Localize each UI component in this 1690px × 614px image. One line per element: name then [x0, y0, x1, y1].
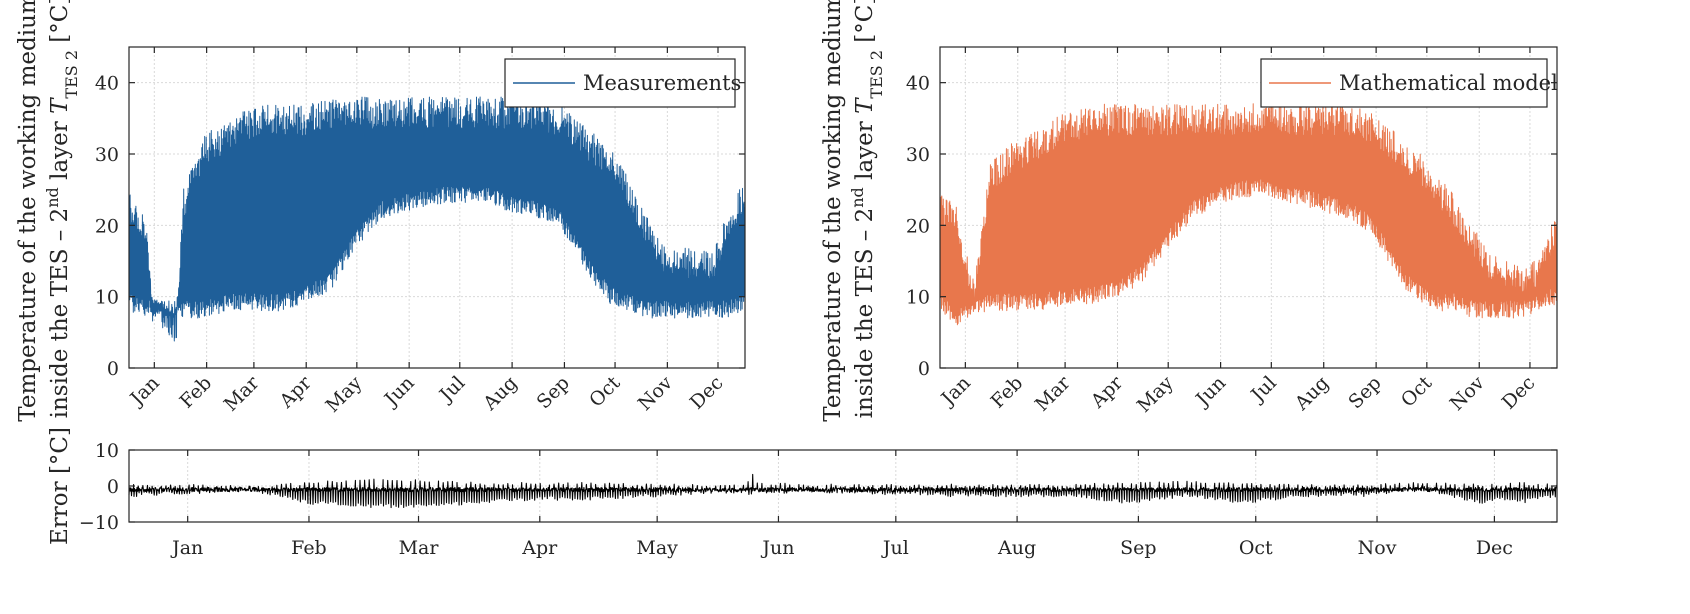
x-tick-label: Oct	[1397, 372, 1437, 412]
y-tick-label: 10	[95, 287, 119, 309]
x-tick-label: Aug	[478, 372, 521, 415]
measurements-ylabel-line2: inside the TES – 2nd layer TTES 2 [°C]	[43, 0, 81, 418]
x-tick-label: Aug	[1290, 372, 1333, 415]
x-tick-label: Apr	[275, 371, 317, 413]
x-tick-label: Dec	[1498, 372, 1540, 414]
x-tick-label: Oct	[1239, 537, 1273, 559]
x-tick-label: Sep	[1344, 372, 1385, 413]
x-tick-label: Jan	[125, 372, 164, 411]
error-ylabel: Error [°C]	[47, 427, 73, 545]
x-tick-label: May	[1133, 372, 1178, 417]
y-tick-label: 10	[95, 440, 119, 462]
model-y-axis-label: Temperature of the working medium inside…	[820, 0, 886, 422]
measurements-series-area	[128, 96, 746, 342]
y-tick-label: −10	[79, 512, 119, 534]
y-tick-label: 20	[906, 215, 930, 237]
x-tick-label: Aug	[997, 537, 1036, 559]
x-tick-label: Feb	[987, 372, 1028, 413]
x-tick-label: Mar	[399, 537, 440, 559]
x-tick-label: Nov	[1358, 537, 1397, 559]
y-tick-label: 20	[95, 215, 119, 237]
x-tick-label: Jul	[881, 537, 909, 559]
measurements-legend: Measurements	[504, 58, 741, 108]
x-tick-label: Mar	[1031, 371, 1075, 415]
x-tick-label: Sep	[1120, 537, 1156, 559]
error-series-area	[128, 473, 1558, 509]
x-tick-label: Oct	[585, 372, 625, 412]
y-tick-label: 10	[906, 287, 930, 309]
x-tick-label: Jan	[170, 537, 203, 559]
model-series-area	[939, 98, 1558, 326]
x-tick-label: Jun	[1190, 372, 1230, 412]
x-tick-label: Sep	[533, 372, 574, 413]
x-tick-label: Apr	[521, 537, 558, 559]
measurements-series-line	[128, 96, 746, 342]
y-tick-label: 30	[906, 144, 930, 166]
x-tick-label: Feb	[175, 372, 216, 413]
x-tick-label: Apr	[1086, 371, 1128, 413]
x-tick-label: May	[321, 372, 366, 417]
x-tick-label: Jul	[1246, 372, 1281, 407]
x-tick-label: Dec	[1476, 537, 1513, 559]
legend-entry-measurements: Measurements	[583, 71, 741, 95]
model-series-line	[939, 98, 1558, 326]
y-tick-label: 40	[95, 73, 119, 95]
x-tick-label: Jun	[379, 372, 419, 412]
measurements-panel: Jan Feb Mar Apr May Jun Jul Aug Sep Oct Nov Dec 0 10 2…	[15, 0, 746, 422]
y-tick-label: 0	[107, 358, 119, 380]
model-plot-frame	[939, 46, 1558, 369]
x-tick-label: Dec	[686, 372, 728, 414]
measurements-plot-frame	[128, 46, 746, 369]
model-panel: Jan Feb Mar Apr May Jun Jul Aug Sep Oct Nov Dec 0 10 2…	[820, 0, 1558, 422]
error-series-line	[128, 473, 1558, 509]
legend-entry-model: Mathematical model	[1339, 71, 1558, 95]
measurements-y-axis-label: Temperature of the working medium inside…	[15, 0, 81, 422]
x-tick-label: May	[636, 537, 678, 559]
x-tick-label: Jan	[936, 372, 975, 411]
y-tick-label: 40	[906, 73, 930, 95]
y-tick-label: 0	[918, 358, 930, 380]
model-legend: Mathematical model	[1260, 58, 1558, 108]
model-ylabel-line2: inside the TES – 2nd layer TTES 2 [°C]	[848, 0, 886, 418]
x-tick-label: Jul	[434, 372, 469, 407]
measurements-ylabel-line1: Temperature of the working medium	[15, 0, 41, 422]
x-tick-label: Nov	[634, 372, 677, 415]
y-tick-label: 30	[95, 144, 119, 166]
x-tick-label: Nov	[1446, 372, 1489, 415]
error-y-axis-label: Error [°C]	[47, 427, 73, 545]
x-tick-label: Feb	[291, 537, 327, 559]
x-tick-label: Jun	[760, 537, 794, 559]
error-panel: Jan Feb Mar Apr May Jun Jul Aug Sep Oct Nov Dec −10 0…	[47, 427, 1558, 559]
y-tick-label: 0	[107, 476, 119, 498]
x-tick-label: Mar	[220, 371, 264, 415]
model-ylabel-line1: Temperature of the working medium	[820, 0, 846, 422]
